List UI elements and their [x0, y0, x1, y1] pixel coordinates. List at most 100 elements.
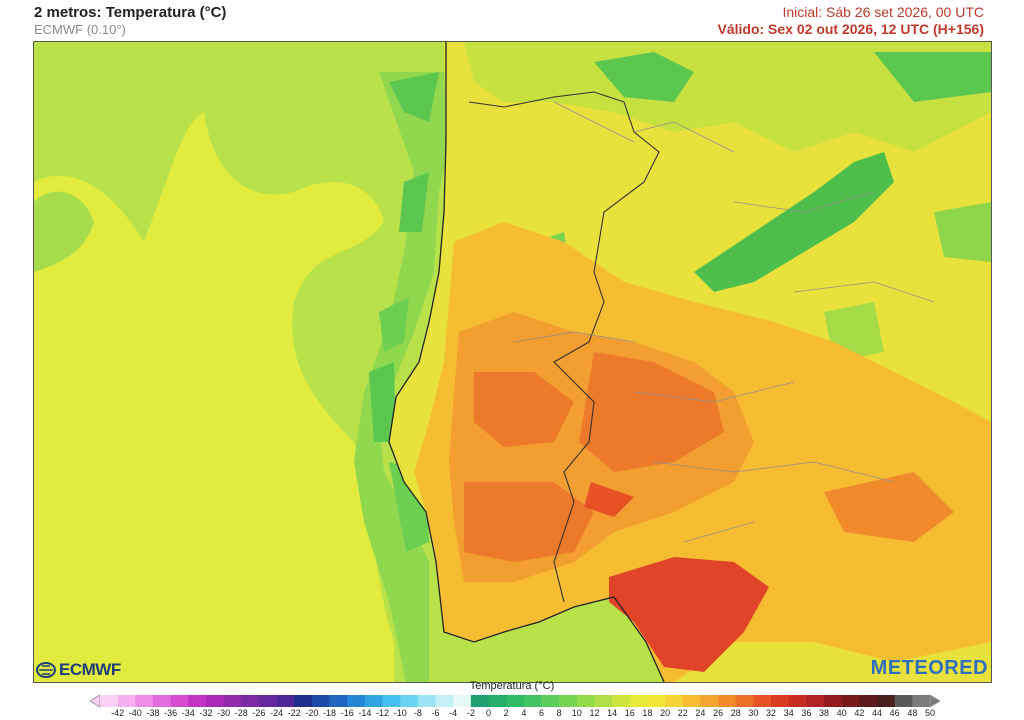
header-right: Inicial: Sáb 26 set 2026, 00 UTC Válido:… — [718, 4, 985, 38]
legend-color-segment — [470, 695, 489, 707]
legend-color-segment — [311, 695, 330, 707]
meteored-logo: METEORED — [870, 657, 988, 679]
legend-tick-label: -14 — [358, 708, 372, 718]
legend-tick-label: 10 — [571, 708, 582, 718]
legend-tick-label: 2 — [503, 708, 509, 718]
legend-color-segment — [877, 695, 895, 707]
legend-right-arrow — [929, 694, 940, 708]
legend-tick-label: -24 — [270, 708, 284, 718]
legend-color-segment — [859, 695, 878, 707]
legend-tick-label: 4 — [521, 708, 527, 718]
legend-color-segment — [841, 695, 860, 707]
legend-tick-label: 42 — [854, 708, 865, 718]
legend-tick-label: 8 — [556, 708, 562, 718]
legend-title: Temperatura (°C) — [469, 680, 555, 692]
legend-tick-label: 32 — [766, 708, 777, 718]
region-borders — [513, 101, 935, 543]
legend-color-segment — [223, 695, 242, 707]
initial-time: Inicial: Sáb 26 set 2026, 00 UTC — [782, 4, 984, 20]
legend-tick-label: 22 — [677, 708, 688, 718]
ecmwf-logo: ECMWF — [36, 660, 121, 680]
legend-color-segment — [629, 695, 648, 707]
legend-color-segment — [647, 695, 666, 707]
legend-color-segment — [576, 695, 595, 707]
legend-color-segment — [894, 695, 913, 707]
legend-color-segment — [205, 695, 224, 707]
header-left: 2 metros: Temperatura (°C) ECMWF (0.10°) — [34, 4, 226, 38]
legend-color-segment — [276, 695, 295, 707]
legend-tick-label: 0 — [485, 708, 492, 718]
legend-color-segment — [771, 695, 790, 707]
legend-tick-label: 28 — [730, 708, 741, 718]
legend-color-segment — [170, 695, 189, 707]
mountain-cool-zone — [694, 152, 894, 292]
legend-tick-label: -6 — [431, 708, 440, 718]
legend-tick-label: -28 — [234, 708, 248, 718]
legend-tick-label: 44 — [872, 708, 883, 718]
legend-tick-label: -16 — [340, 708, 354, 718]
temperature-map[interactable] — [33, 41, 992, 683]
legend-tick-label: 40 — [836, 708, 847, 718]
legend-color-segment — [559, 695, 578, 707]
legend-tick-label: 14 — [607, 708, 618, 718]
legend-tick-label: -38 — [146, 708, 160, 718]
legend-color-segment — [753, 695, 772, 707]
legend-tick-label: 24 — [695, 708, 706, 718]
legend-tick-label: 18 — [642, 708, 653, 718]
legend-color-segment — [912, 695, 931, 707]
legend-color-segment — [488, 695, 507, 707]
legend-tick-label: 36 — [801, 708, 812, 718]
ecmwf-logo-text: ECMWF — [59, 660, 121, 679]
legend-tick-label: -8 — [413, 708, 422, 718]
legend-color-segment — [417, 695, 436, 707]
legend-color-segment — [152, 695, 171, 707]
legend-tick-label: -18 — [323, 708, 337, 718]
legend-tick-label: -22 — [287, 708, 301, 718]
legend-color-segment — [700, 695, 719, 707]
legend-color-segment — [382, 695, 401, 707]
legend-color-segment — [117, 695, 136, 707]
legend-tick-label: 12 — [589, 708, 600, 718]
legend-color-segment — [100, 695, 118, 707]
ecmwf-icon — [36, 662, 56, 678]
legend-color-segment — [347, 695, 366, 707]
legend-tick-label: 6 — [538, 708, 544, 718]
legend-tick-label: -26 — [252, 708, 266, 718]
valid-time: Válido: Sex 02 out 2026, 12 UTC (H+156) — [717, 21, 985, 37]
legend-tick-label: -12 — [376, 708, 390, 718]
legend-tick-label: 46 — [889, 708, 900, 718]
legend-tick-label: 34 — [783, 708, 794, 718]
legend-tick-label: 30 — [748, 708, 759, 718]
legend-tick-label: -40 — [128, 708, 142, 718]
legend-color-segment — [612, 695, 631, 707]
legend-tick-label: 48 — [907, 708, 918, 718]
legend-tick-label: -36 — [164, 708, 178, 718]
legend-color-segment — [135, 695, 154, 707]
legend-color-segment — [364, 695, 383, 707]
legend-color-segment — [523, 695, 542, 707]
model-label: ECMWF (0.10°) — [34, 22, 126, 37]
legend-color-segment — [435, 695, 454, 707]
legend-tick-label: 26 — [713, 708, 724, 718]
legend-color-segment — [453, 695, 472, 707]
legend-color-segment — [258, 695, 277, 707]
legend-color-segment — [541, 695, 560, 707]
legend-labels: -42 -40 -38 -36 -34 -32 -30 -28 -26 -24 -22 -20 -18-… — [0, 708, 1024, 720]
legend-tick-label: 16 — [624, 708, 635, 718]
legend-left-arrow — [90, 694, 101, 708]
legend-color-segment — [329, 695, 348, 707]
legend-color-segment — [506, 695, 525, 707]
legend-tick-label: 50 — [924, 708, 936, 718]
map-title: 2 metros: Temperatura (°C) — [34, 4, 227, 21]
legend-color-segment — [188, 695, 207, 707]
coastline — [388, 42, 665, 682]
legend-color-segment — [735, 695, 754, 707]
legend-color-segment — [788, 695, 807, 707]
legend-color-segment — [241, 695, 260, 707]
legend-tick-label: -30 — [217, 708, 231, 718]
legend-color-segment — [665, 695, 684, 707]
legend-tick-label: -20 — [305, 708, 319, 718]
hot-zone — [609, 557, 769, 672]
country-border — [468, 91, 660, 603]
legend-tick-label: -32 — [199, 708, 213, 718]
